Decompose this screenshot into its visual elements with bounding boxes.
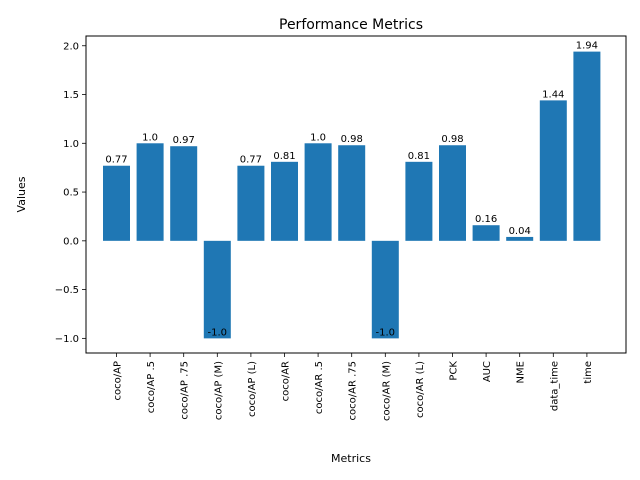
x-tick-label: AUC	[482, 361, 493, 382]
y-tick-label: −1.0	[55, 334, 79, 345]
x-tick-label: PCK	[449, 361, 460, 381]
bar-value-label: 1.44	[542, 89, 564, 100]
bar	[170, 146, 198, 241]
y-tick-label: 1.0	[63, 139, 79, 150]
bar-value-label: 0.81	[408, 151, 430, 162]
x-tick-label: coco/AR	[281, 361, 292, 401]
bar	[573, 51, 601, 241]
bar-value-label: 0.98	[341, 134, 363, 145]
bar-value-label: 1.94	[576, 41, 598, 52]
plot-frame	[85, 35, 627, 354]
x-tick-label: time	[583, 361, 594, 384]
bar-value-label: 0.81	[273, 151, 295, 162]
bar	[203, 240, 231, 339]
x-tick-label: coco/AP .5	[146, 361, 157, 413]
bar-value-label: 0.16	[475, 214, 497, 225]
bar	[405, 161, 433, 241]
x-tick-label: coco/AP .75	[180, 361, 191, 420]
bar	[371, 240, 399, 339]
x-tick-label: NME	[516, 361, 527, 383]
bar	[539, 100, 567, 241]
x-tick-label: coco/AP	[113, 361, 124, 400]
x-tick-label: coco/AR (L)	[415, 361, 426, 418]
x-tick-label: data_time	[549, 361, 560, 411]
bar	[271, 161, 298, 241]
bar	[506, 236, 534, 241]
bar-labels-group: 0.77 1.0 0.97 -1.0 0.77 0.81 1.0 0.98 -1.0 0.81 0.…	[105, 41, 598, 339]
bar	[136, 143, 164, 241]
bar-value-label: 0.77	[240, 155, 262, 166]
y-tick-label: 0.5	[63, 188, 79, 199]
y-tick-label: −0.5	[55, 285, 79, 296]
bar-value-label: 1.0	[310, 132, 326, 143]
bar-value-label: 1.0	[142, 132, 158, 143]
chart-title: Performance Metrics	[279, 17, 423, 33]
y-axis-label: Values	[15, 176, 28, 212]
bar	[472, 225, 500, 241]
y-tick-label: 2.0	[63, 41, 79, 52]
bar	[439, 145, 466, 241]
y-axis: −1.0 −0.5 0.0 0.5 1.0 1.5 2.0	[55, 41, 86, 345]
x-tick-label: coco/AR (M)	[381, 361, 392, 421]
bar-value-label: 0.97	[173, 135, 195, 146]
bar-value-label: -1.0	[208, 327, 228, 338]
bar	[237, 165, 265, 241]
y-tick-label: 1.5	[63, 90, 79, 101]
bar	[304, 143, 332, 241]
bar-value-label: 0.98	[441, 134, 463, 145]
x-tick-label: coco/AP (M)	[213, 361, 224, 420]
x-tick-label: coco/AR .5	[314, 361, 325, 414]
y-tick-label: 0.0	[63, 236, 79, 247]
x-axis-label: Metrics	[331, 452, 371, 465]
bar	[338, 145, 366, 241]
x-tick-label: coco/AR .75	[348, 361, 359, 420]
bar-value-label: -1.0	[376, 327, 396, 338]
bar-value-label: 0.04	[509, 226, 531, 237]
bars-group	[103, 51, 601, 339]
x-axis: coco/AP coco/AP .5 coco/AP .75 coco/AP (M) c…	[113, 353, 594, 421]
x-tick-label: coco/AP (L)	[247, 361, 258, 417]
bar-value-label: 0.77	[105, 155, 127, 166]
bar	[103, 165, 130, 241]
